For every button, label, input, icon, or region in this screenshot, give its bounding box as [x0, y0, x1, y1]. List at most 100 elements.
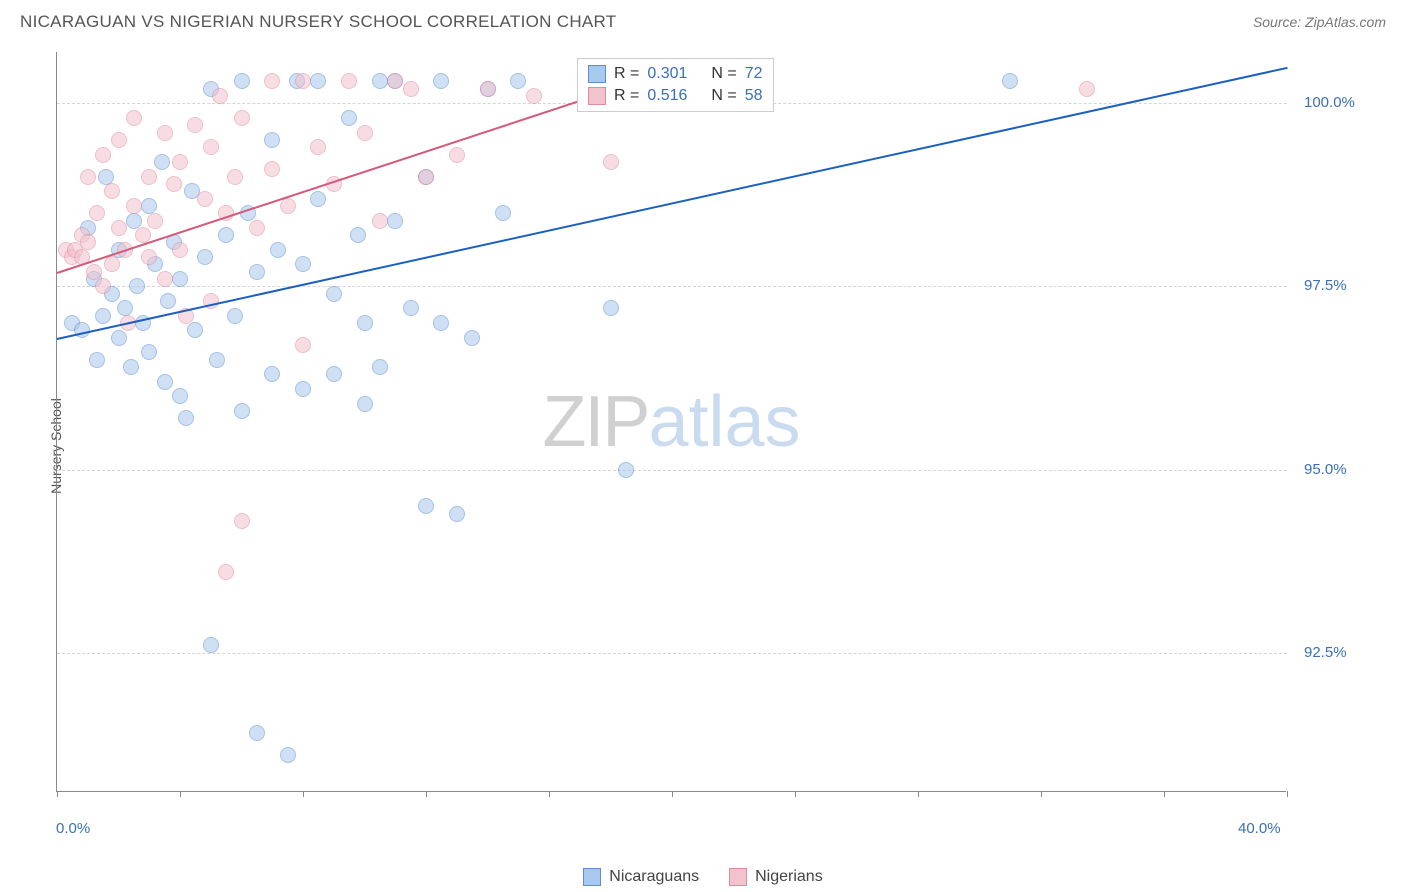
data-point — [280, 747, 296, 763]
legend-label: Nicaraguans — [609, 868, 699, 886]
data-point — [172, 271, 188, 287]
data-point — [1002, 73, 1018, 89]
data-point — [264, 73, 280, 89]
data-point — [433, 315, 449, 331]
data-point — [126, 213, 142, 229]
data-point — [249, 725, 265, 741]
data-point — [166, 176, 182, 192]
data-point — [209, 352, 225, 368]
data-point — [197, 191, 213, 207]
y-tick-label: 95.0% — [1304, 461, 1347, 478]
data-point — [249, 264, 265, 280]
data-point — [464, 330, 480, 346]
data-point — [341, 73, 357, 89]
data-point — [310, 191, 326, 207]
data-point — [234, 110, 250, 126]
x-tick — [672, 791, 673, 797]
data-point — [357, 396, 373, 412]
data-point — [418, 498, 434, 514]
stats-row: R =0.301N =72 — [588, 63, 763, 85]
source-name: ZipAtlas.com — [1305, 14, 1386, 30]
data-point — [495, 205, 511, 221]
data-point — [111, 220, 127, 236]
data-point — [126, 110, 142, 126]
data-point — [234, 513, 250, 529]
stats-n-label: N = — [711, 65, 736, 83]
data-point — [129, 278, 145, 294]
stats-r-value: 0.301 — [647, 65, 687, 83]
data-point — [603, 300, 619, 316]
data-point — [310, 139, 326, 155]
data-point — [280, 198, 296, 214]
watermark-zip: ZIP — [542, 382, 648, 462]
data-point — [449, 506, 465, 522]
data-point — [123, 359, 139, 375]
legend-item: Nigerians — [729, 868, 823, 886]
data-point — [203, 139, 219, 155]
stats-n-label: N = — [711, 87, 736, 105]
data-point — [310, 73, 326, 89]
data-point — [141, 198, 157, 214]
data-point — [172, 388, 188, 404]
data-point — [603, 154, 619, 170]
chart-header: NICARAGUAN VS NIGERIAN NURSERY SCHOOL CO… — [0, 0, 1406, 40]
data-point — [234, 73, 250, 89]
stats-r-value: 0.516 — [647, 87, 687, 105]
data-point — [249, 220, 265, 236]
data-point — [111, 330, 127, 346]
watermark-atlas: atlas — [648, 382, 800, 462]
data-point — [372, 359, 388, 375]
stats-row: R =0.516N =58 — [588, 85, 763, 107]
stats-swatch — [588, 65, 606, 83]
data-point — [98, 169, 114, 185]
stats-swatch — [588, 87, 606, 105]
data-point — [295, 381, 311, 397]
data-point — [218, 564, 234, 580]
legend-label: Nigerians — [755, 868, 823, 886]
data-point — [449, 147, 465, 163]
data-point — [117, 300, 133, 316]
stats-n-value: 58 — [745, 87, 763, 105]
y-tick-label: 100.0% — [1304, 94, 1355, 111]
data-point — [403, 81, 419, 97]
stats-r-label: R = — [614, 65, 639, 83]
legend-swatch — [729, 868, 747, 886]
legend-swatch — [583, 868, 601, 886]
data-point — [154, 154, 170, 170]
data-point — [403, 300, 419, 316]
x-tick — [1287, 791, 1288, 797]
data-point — [234, 403, 250, 419]
gridline — [57, 470, 1287, 471]
chart-container: ZIPatlas R =0.301N =72R =0.516N =58 — [56, 52, 1286, 792]
data-point — [1079, 81, 1095, 97]
data-point — [372, 73, 388, 89]
x-tick — [180, 791, 181, 797]
data-point — [264, 132, 280, 148]
data-point — [95, 147, 111, 163]
plot-area: ZIPatlas R =0.301N =72R =0.516N =58 — [56, 52, 1286, 792]
data-point — [295, 73, 311, 89]
data-point — [147, 213, 163, 229]
data-point — [218, 227, 234, 243]
data-point — [227, 169, 243, 185]
data-point — [326, 366, 342, 382]
data-point — [80, 234, 96, 250]
data-point — [141, 249, 157, 265]
y-tick-label: 92.5% — [1304, 644, 1347, 661]
x-tick — [918, 791, 919, 797]
data-point — [86, 264, 102, 280]
data-point — [387, 213, 403, 229]
x-tick-label: 40.0% — [1238, 820, 1281, 837]
data-point — [270, 242, 286, 258]
data-point — [104, 256, 120, 272]
data-point — [157, 271, 173, 287]
data-point — [526, 88, 542, 104]
data-point — [187, 322, 203, 338]
data-point — [141, 344, 157, 360]
data-point — [433, 73, 449, 89]
data-point — [157, 374, 173, 390]
data-point — [104, 183, 120, 199]
data-point — [295, 337, 311, 353]
stats-box: R =0.301N =72R =0.516N =58 — [577, 58, 774, 112]
data-point — [295, 256, 311, 272]
